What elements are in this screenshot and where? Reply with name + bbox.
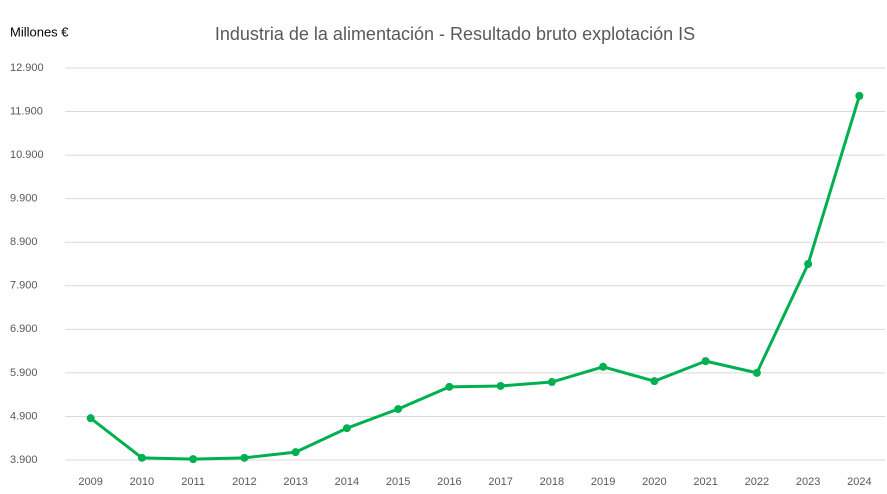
- y-tick-label: 12.900: [10, 62, 44, 74]
- x-tick-label: 2015: [386, 476, 410, 488]
- marker: [701, 357, 710, 366]
- marker: [394, 405, 403, 414]
- x-tick-label: 2012: [232, 476, 256, 488]
- marker: [291, 448, 300, 457]
- y-tick-label: 3.900: [10, 454, 38, 466]
- marker: [496, 381, 505, 390]
- x-tick-label: 2021: [693, 476, 717, 488]
- x-tick-label: 2019: [591, 476, 615, 488]
- marker: [445, 382, 454, 391]
- y-tick-label: 10.900: [10, 149, 44, 161]
- marker: [855, 91, 864, 100]
- y-tick-label: 5.900: [10, 367, 38, 379]
- marker: [137, 453, 146, 462]
- x-tick-label: 2014: [335, 476, 359, 488]
- x-tick-label: 2010: [130, 476, 154, 488]
- marker: [86, 414, 95, 423]
- x-tick-label: 2016: [437, 476, 461, 488]
- x-tick-label: 2017: [488, 476, 512, 488]
- marker: [804, 260, 813, 268]
- x-tick-label: 2022: [745, 476, 769, 488]
- marker: [189, 455, 198, 464]
- marker: [342, 424, 351, 433]
- y-tick-label: 9.900: [10, 193, 38, 205]
- y-tick-label: 4.900: [10, 410, 38, 422]
- y-tick-label: 6.900: [10, 323, 38, 335]
- marker: [752, 368, 761, 377]
- marker: [240, 453, 249, 462]
- y-tick-label: 11.900: [10, 105, 43, 117]
- y-axis-label: Millones €: [10, 24, 69, 39]
- x-tick-label: 2011: [181, 476, 205, 488]
- chart-title: Industria de la alimentación - Resultado…: [215, 24, 695, 44]
- x-tick-label: 2018: [540, 476, 564, 488]
- x-tick-label: 2023: [796, 476, 820, 488]
- x-tick-label: 2024: [847, 476, 871, 488]
- y-tick-label: 8.900: [10, 236, 38, 248]
- marker: [650, 377, 659, 386]
- y-tick-label: 7.900: [10, 280, 38, 292]
- marker: [547, 378, 556, 387]
- x-tick-label: 2013: [283, 476, 307, 488]
- x-tick-label: 2009: [78, 476, 102, 488]
- line: [89, 95, 861, 461]
- marker: [599, 362, 608, 371]
- x-tick-label: 2020: [642, 476, 666, 488]
